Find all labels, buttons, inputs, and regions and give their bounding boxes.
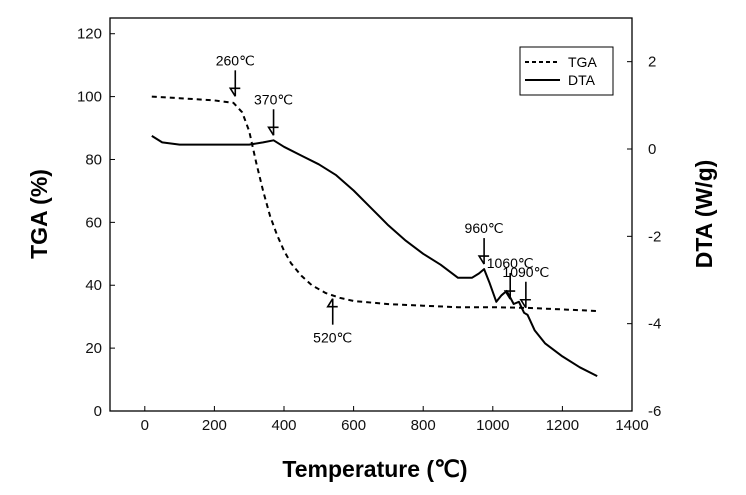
- annotation-label: 520℃: [313, 330, 352, 346]
- legend: TGA DTA: [519, 46, 614, 96]
- y-axis-right-title: DTA (W/g): [691, 160, 717, 269]
- annotation-arrow-head: [519, 298, 531, 309]
- plot-area: [109, 17, 633, 412]
- annotation-label: 1060℃: [487, 255, 534, 271]
- x-tick-label: 600: [341, 417, 366, 434]
- ticks-layer: 0 200 400 600 800 1000 1200 1400020406080100120…: [77, 26, 661, 434]
- y-left-tick-label: 40: [85, 277, 102, 294]
- x-tick-label: 1000: [476, 417, 509, 434]
- x-tick-label: 400: [271, 417, 296, 434]
- y-left-tick-label: 100: [77, 89, 102, 106]
- x-tick-label: 200: [202, 417, 227, 434]
- series-layer: [151, 95, 598, 377]
- legend-label-dta: DTA: [568, 72, 596, 88]
- annotation-arrow-head: [228, 87, 241, 97]
- y-axis-left-title: TGA (%): [26, 169, 52, 259]
- y-left-tick-label: 20: [85, 340, 102, 357]
- series-line-dta: [151, 135, 598, 377]
- y-left-tick-label: 80: [85, 151, 102, 168]
- x-axis-title: Temperature (℃): [282, 456, 467, 482]
- y-right-tick-label: -4: [648, 316, 661, 333]
- annotation-arrow-head: [267, 126, 279, 136]
- x-tick-label: 0: [141, 417, 149, 434]
- annotation-label: 370℃: [254, 91, 293, 107]
- annotation-arrow-head: [503, 290, 516, 300]
- legend-label-tga: TGA: [568, 54, 597, 70]
- y-left-tick-label: 0: [94, 403, 102, 420]
- y-right-tick-label: 0: [648, 141, 656, 158]
- y-right-tick-label: 2: [648, 54, 656, 71]
- y-right-tick-label: -2: [648, 228, 661, 245]
- annotation-arrow-head: [477, 255, 490, 265]
- annotation-label: 1090℃: [502, 264, 549, 280]
- annotation-label: 260℃: [216, 52, 255, 68]
- annotation-arrow-head: [326, 298, 338, 308]
- y-left-tick-label: 120: [77, 26, 102, 43]
- y-left-tick-label: 60: [85, 214, 102, 231]
- x-tick-label: 800: [411, 417, 436, 434]
- series-line-tga: [151, 95, 598, 312]
- x-tick-label: 1400: [615, 417, 648, 434]
- legend-box: [519, 46, 614, 96]
- annotation-label: 960℃: [465, 220, 504, 236]
- y-right-tick-label: -6: [648, 403, 661, 420]
- x-tick-label: 1200: [546, 417, 579, 434]
